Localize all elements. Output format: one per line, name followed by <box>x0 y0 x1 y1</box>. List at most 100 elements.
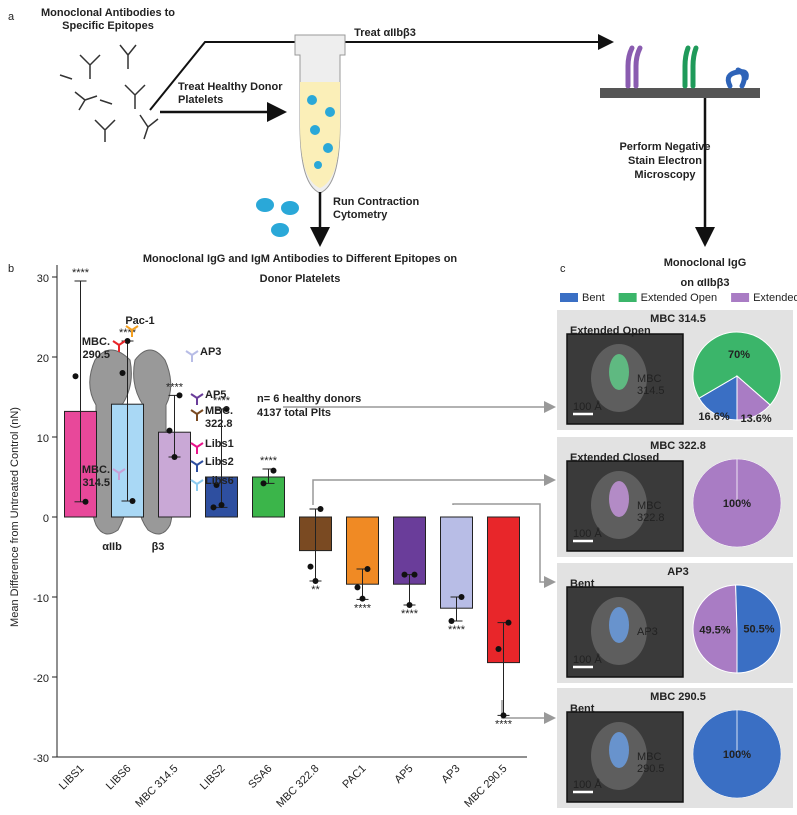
y-tick-label: 30 <box>37 273 49 285</box>
schematic-label-line: Perform Negative <box>619 141 710 153</box>
grid-surface <box>600 88 760 98</box>
y-tick-label: -10 <box>33 593 49 605</box>
data-dot <box>213 482 220 488</box>
antibody-label: Pac-1 <box>125 315 154 327</box>
data-dot <box>359 595 366 602</box>
note-line: n= 6 healthy donors <box>257 393 361 405</box>
antibody-label-line: MBC. <box>205 405 233 417</box>
schematic-label-line: Treat Healthy Donor <box>178 81 283 93</box>
antibody-label-line: 290.5 <box>82 349 110 361</box>
data-dot <box>307 563 314 570</box>
panel-label: a <box>8 11 15 23</box>
significance: **** <box>495 718 513 730</box>
micrograph-particle <box>609 732 629 768</box>
panel-label: b <box>8 263 14 275</box>
significance: ** <box>311 584 320 596</box>
schematic-label: Treat αIIbβ3 <box>354 27 416 39</box>
schematic-label-line: Run Contraction <box>333 196 419 208</box>
chart-title-line: Monoclonal IgG and IgM Antibodies to Dif… <box>143 253 458 265</box>
pie-title: MBC 314.5 <box>650 313 706 325</box>
data-dot <box>401 571 408 578</box>
significance: **** <box>213 395 231 407</box>
micrograph-label: MBC 314.5 <box>637 373 665 397</box>
antibody-icon <box>190 479 204 491</box>
scale-label: 100 Å <box>573 653 602 666</box>
panel-title-line: on αIIbβ3 <box>681 277 730 289</box>
note-line: 4137 total Plts <box>257 407 331 419</box>
schematic-label-line: Microscopy <box>634 169 696 181</box>
data-dot <box>129 498 136 504</box>
micrograph-state: Extended Open <box>570 325 651 337</box>
data-dot <box>312 578 319 584</box>
schematic-label-line: Monoclonal Antibodies to <box>41 7 175 19</box>
data-dot <box>500 712 507 719</box>
data-dot <box>448 618 455 624</box>
arrow <box>149 34 614 111</box>
integrins-on-grid <box>625 45 749 89</box>
data-dot <box>270 467 277 474</box>
antibody-label-line: MBC. <box>82 464 110 476</box>
schematic-label: Perform Negative Stain Electron Microscopy <box>619 141 710 181</box>
micrograph-particle <box>609 481 629 517</box>
pie-value-label: 13.6% <box>741 413 772 425</box>
antibody-icon <box>190 409 204 421</box>
x-tick-label: LIBS1 <box>57 763 87 793</box>
data-dot <box>72 373 79 380</box>
scale-label: 100 Å <box>573 400 602 413</box>
x-tick-label: MBC 322.8 <box>274 763 321 810</box>
legend-label: Bent <box>582 292 605 304</box>
y-axis-label: Mean Difference from Untreated Control (… <box>9 407 21 627</box>
significance: **** <box>448 624 466 636</box>
panel-label: c <box>560 263 566 275</box>
antibody-icon <box>185 350 199 362</box>
data-dot <box>82 498 89 505</box>
data-dot <box>176 392 183 399</box>
antibody-label-line: Libs1 <box>205 438 234 450</box>
y-tick-label: 10 <box>37 433 49 445</box>
significance: **** <box>260 455 278 467</box>
legend-swatch <box>618 293 637 302</box>
data-dot <box>171 454 178 460</box>
antibody-label: AP3 <box>200 346 221 358</box>
pie-value-label: 70% <box>728 349 750 361</box>
significance: **** <box>72 267 90 279</box>
significance: **** <box>354 602 372 614</box>
schematic-label: Treat Healthy Donor Platelets <box>178 81 283 106</box>
antibody-label: AP5 <box>205 389 226 401</box>
x-tick-label: PAC1 <box>340 763 368 791</box>
schematic-label-line: Stain Electron <box>628 155 702 167</box>
data-dot <box>223 406 230 412</box>
legend-swatch <box>560 293 578 302</box>
data-dot <box>354 584 361 591</box>
data-dot <box>218 502 225 508</box>
pie-value-label: 100% <box>723 498 751 510</box>
data-dot <box>364 566 371 572</box>
micrograph-label: MBC 322.8 <box>637 500 665 524</box>
antibody-label-line: Libs2 <box>205 456 234 468</box>
pie-value-label: 50.5% <box>743 624 774 636</box>
data-dot <box>210 504 217 511</box>
subunit-label: αIIb <box>102 541 122 553</box>
antibody-label-line: AP5 <box>205 389 226 401</box>
x-tick-label: SSA6 <box>246 763 274 791</box>
micrograph-state: Extended Closed <box>570 452 659 464</box>
y-tick-label: 0 <box>43 513 49 525</box>
pie-slice <box>692 584 738 674</box>
subunit-label: β3 <box>152 541 165 553</box>
antibody-label-line: Pac-1 <box>125 315 154 327</box>
x-tick-label: AP3 <box>439 763 462 786</box>
x-tick-label: LIBS2 <box>198 763 228 793</box>
data-dot <box>260 480 267 487</box>
micrograph-label-line: MBC <box>637 751 662 763</box>
schematic-label: Monoclonal Antibodies to Specific Epitope… <box>41 7 175 32</box>
significance: **** <box>166 381 184 393</box>
antibody-icon <box>112 340 126 352</box>
schematic-art <box>59 44 159 142</box>
pie-title: MBC 322.8 <box>650 440 706 452</box>
pie-title: AP3 <box>667 566 688 578</box>
x-tick-label: LIBS6 <box>104 763 134 793</box>
pie-slice <box>692 331 782 406</box>
legend-swatch <box>731 293 750 302</box>
significance: **** <box>401 608 419 620</box>
